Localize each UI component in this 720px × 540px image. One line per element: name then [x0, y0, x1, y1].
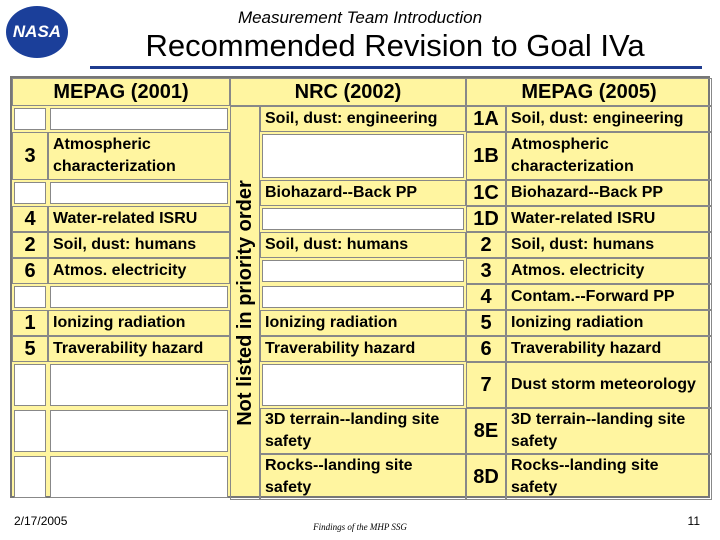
column-header: MEPAG (2005)	[466, 78, 712, 106]
text-cell: Atmospheric characterization	[506, 132, 712, 180]
empty-cell	[50, 364, 228, 406]
text-cell: Soil, dust: humans	[48, 232, 230, 258]
text-cell: Soil, dust: engineering	[506, 106, 712, 132]
priority-cell: 7	[466, 362, 506, 408]
text-cell: Water-related ISRU	[48, 206, 230, 232]
text-cell: 3D terrain--landing site safety	[260, 408, 466, 454]
footer-date: 2/17/2005	[14, 514, 68, 528]
priority-cell: 5	[466, 310, 506, 336]
text-cell: Atmos. electricity	[506, 258, 712, 284]
logo: NASA	[6, 6, 68, 58]
priority-cell: 3	[12, 132, 48, 180]
priority-cell: 1B	[466, 132, 506, 180]
text-cell: Traverability hazard	[260, 336, 466, 362]
text-cell: Water-related ISRU	[506, 206, 712, 232]
empty-cell	[14, 286, 46, 308]
empty-cell	[50, 182, 228, 204]
empty-cell	[14, 410, 46, 452]
priority-cell: 2	[466, 232, 506, 258]
text-cell: Dust storm meteorology	[506, 362, 712, 408]
empty-cell	[262, 208, 464, 230]
text-cell: Biohazard--Back PP	[506, 180, 712, 206]
empty-cell	[262, 364, 464, 406]
empty-cell	[14, 456, 46, 498]
priority-cell: 3	[466, 258, 506, 284]
text-cell: Contam.--Forward PP	[506, 284, 712, 310]
text-cell: Ionizing radiation	[48, 310, 230, 336]
title-rule	[90, 66, 702, 69]
empty-cell	[50, 410, 228, 452]
priority-cell: 2	[12, 232, 48, 258]
text-cell: Ionizing radiation	[506, 310, 712, 336]
priority-cell: 6	[466, 336, 506, 362]
priority-cell: 1D	[466, 206, 506, 232]
side-label: Not listed in priority order	[234, 180, 256, 426]
priority-cell: 8D	[466, 454, 506, 500]
title: Recommended Revision to Goal IVa	[145, 28, 645, 63]
text-cell: Traverability hazard	[506, 336, 712, 362]
empty-cell	[14, 108, 46, 130]
priority-cell: 1A	[466, 106, 506, 132]
text-cell: Biohazard--Back PP	[260, 180, 466, 206]
text-cell: Soil, dust: engineering	[260, 106, 466, 132]
text-cell: Soil, dust: humans	[260, 232, 466, 258]
priority-cell: 8E	[466, 408, 506, 454]
side-column	[230, 106, 260, 500]
text-cell: Rocks--landing site safety	[260, 454, 466, 500]
empty-cell	[14, 182, 46, 204]
column-header: MEPAG (2001)	[12, 78, 230, 106]
text-cell: Atmospheric characterization	[48, 132, 230, 180]
text-cell: Rocks--landing site safety	[506, 454, 712, 500]
text-cell: Soil, dust: humans	[506, 232, 712, 258]
priority-cell: 4	[466, 284, 506, 310]
text-cell: Atmos. electricity	[48, 258, 230, 284]
priority-cell: 4	[12, 206, 48, 232]
empty-cell	[262, 286, 464, 308]
text-cell: Ionizing radiation	[260, 310, 466, 336]
subtitle: Measurement Team Introduction	[237, 8, 483, 27]
priority-cell: 5	[12, 336, 48, 362]
text-cell: 3D terrain--landing site safety	[506, 408, 712, 454]
page-number: 11	[687, 514, 700, 528]
priority-cell: 1	[12, 310, 48, 336]
priority-cell: 6	[12, 258, 48, 284]
empty-cell	[50, 286, 228, 308]
column-header: NRC (2002)	[230, 78, 466, 106]
empty-cell	[14, 364, 46, 406]
table: MEPAG (2001) NRC (2002) MEPAG (2005) Soil, …	[10, 76, 712, 500]
footer-note: Findings of the MHP SSG	[313, 522, 407, 532]
priority-cell: 1C	[466, 180, 506, 206]
empty-cell	[50, 456, 228, 498]
empty-cell	[50, 108, 228, 130]
empty-cell	[262, 134, 464, 178]
empty-cell	[262, 260, 464, 282]
text-cell: Traverability hazard	[48, 336, 230, 362]
